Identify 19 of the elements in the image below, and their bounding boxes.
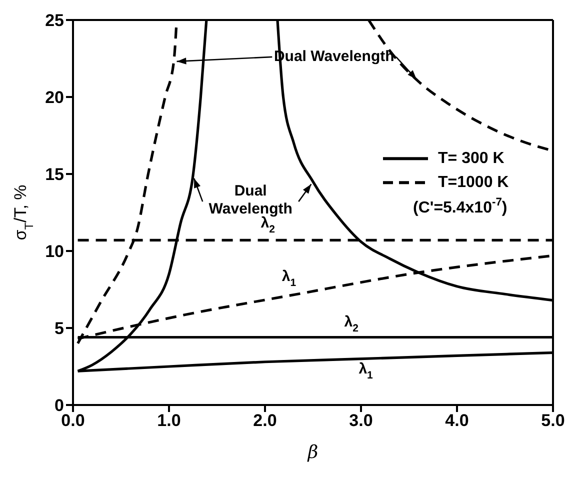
x-tick-label: 1.0 xyxy=(157,411,181,430)
legend-label: T=1000 K xyxy=(438,174,510,191)
x-tick-label: 2.0 xyxy=(253,411,277,430)
y-tick-label: 25 xyxy=(45,11,64,30)
y-tick-label: 10 xyxy=(45,242,64,262)
y-tick-label: 20 xyxy=(45,88,64,108)
y-tick-label: 0 xyxy=(54,396,64,416)
x-tick-label: 0.0 xyxy=(61,411,85,430)
x-tick-label: 5.0 xyxy=(541,411,565,430)
y-tick-label: 15 xyxy=(45,165,64,184)
annotation: λ$_{1}$ xyxy=(358,360,374,382)
x-axis-title: β xyxy=(306,442,318,463)
legend-label: T= 300 K xyxy=(438,150,505,167)
annotation: λ$_{1}$ xyxy=(282,268,296,289)
annotation: λ$_{2}$ xyxy=(344,314,359,334)
x-tick-label: 3.0 xyxy=(349,411,373,430)
x-tick-label: 4.0 xyxy=(445,411,469,430)
y-tick-label: 5 xyxy=(54,319,64,338)
annotation: (C'=5.4x10$^{-7}$) xyxy=(413,196,508,217)
